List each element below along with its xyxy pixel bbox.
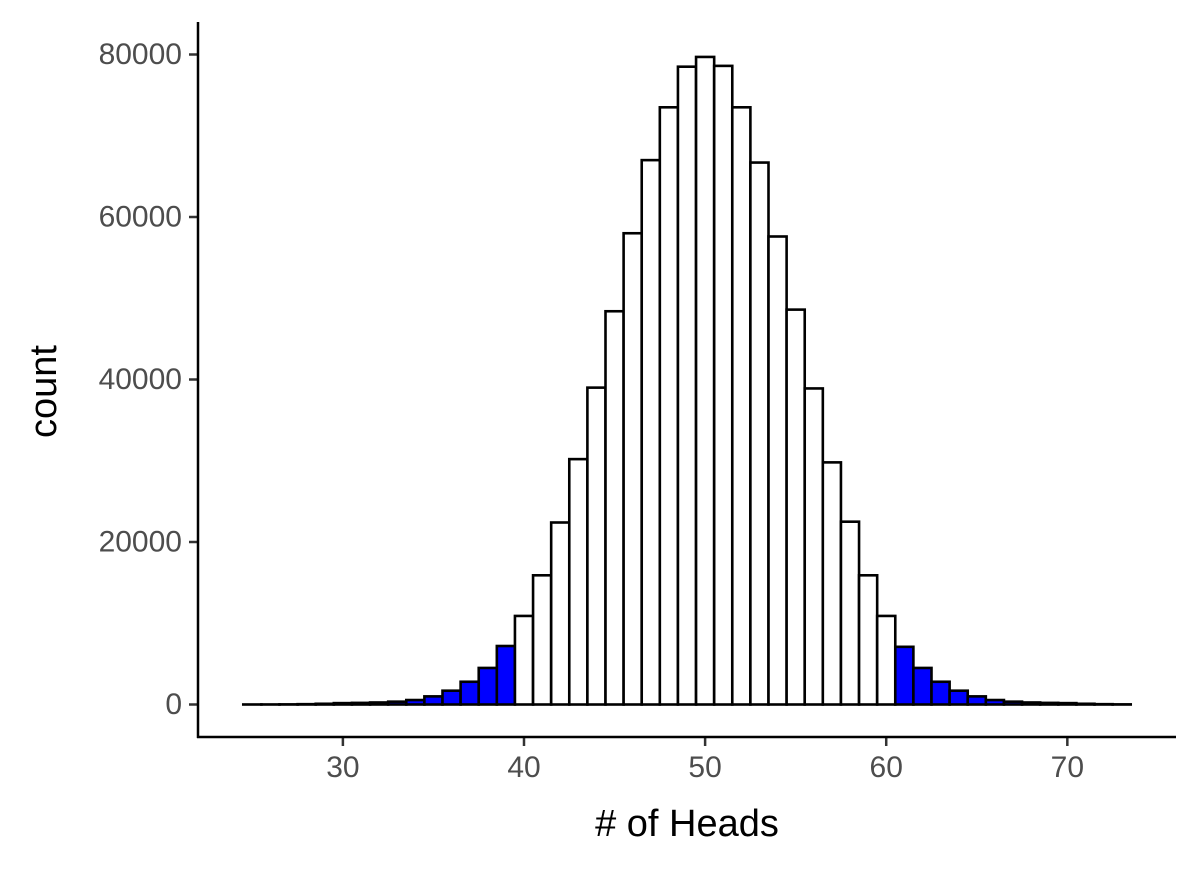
x-tick-label: 50 — [688, 751, 721, 784]
y-tick-label: 0 — [165, 688, 182, 721]
histogram-bar — [459, 680, 481, 706]
histogram-bar — [495, 644, 517, 706]
histogram-bar — [1002, 700, 1024, 706]
histogram-bar — [785, 308, 807, 706]
histogram-bar — [712, 64, 734, 706]
y-tick-label: 80000 — [99, 38, 182, 71]
histogram-bar — [694, 55, 716, 706]
y-tick-label: 60000 — [99, 201, 182, 234]
histogram-bar — [893, 645, 915, 706]
histogram-bar — [314, 702, 336, 706]
x-tick-label: 60 — [870, 751, 903, 784]
histogram-bar — [930, 680, 951, 706]
histogram-bar — [839, 520, 861, 706]
histogram-bar — [1020, 701, 1042, 706]
y-axis-title: count — [23, 345, 65, 438]
histogram-bar — [966, 695, 988, 706]
histogram-bar — [749, 161, 770, 706]
histogram-bar — [423, 695, 444, 706]
histogram-bar — [404, 698, 426, 706]
histogram-bar — [948, 689, 970, 706]
histogram-bar — [1056, 701, 1078, 706]
y-axis-ticks: 0 20000 40000 60000 80000 — [99, 38, 198, 721]
histogram-bar — [549, 521, 571, 706]
histogram-bar — [386, 700, 408, 706]
histogram-bar — [332, 701, 354, 706]
x-tick-label: 30 — [326, 751, 359, 784]
x-tick-label: 40 — [507, 751, 540, 784]
histogram-bar — [350, 701, 372, 706]
histogram-bar — [640, 158, 662, 706]
y-tick-label: 40000 — [99, 363, 182, 396]
histogram-bar — [586, 386, 607, 706]
histogram-bar — [821, 461, 843, 706]
histogram-bar — [803, 387, 825, 706]
y-tick-label: 20000 — [99, 526, 182, 559]
histogram-bar — [604, 309, 625, 706]
histogram-bar — [513, 614, 535, 706]
histogram-bar — [984, 698, 1006, 706]
histogram-bar — [441, 689, 462, 706]
histogram-bar — [368, 701, 390, 706]
histogram-bar — [912, 666, 933, 706]
histogram-bar — [1075, 702, 1096, 706]
histogram-bar — [477, 666, 499, 706]
histogram-bar — [567, 457, 589, 706]
histogram-bar — [658, 106, 680, 706]
histogram-bar — [730, 106, 752, 706]
x-tick-label: 70 — [1051, 751, 1084, 784]
histogram-bar — [767, 235, 788, 706]
x-axis-ticks: 30 40 50 60 70 — [326, 737, 1084, 784]
histogram-bar — [622, 231, 644, 706]
histogram-bar — [676, 65, 698, 706]
histogram-bar — [531, 574, 553, 706]
histogram-bar — [857, 574, 879, 706]
bars-layer — [241, 55, 1133, 706]
histogram-bar — [875, 614, 897, 706]
histogram-bar — [1038, 701, 1060, 706]
x-axis-title: # of Heads — [595, 803, 779, 845]
